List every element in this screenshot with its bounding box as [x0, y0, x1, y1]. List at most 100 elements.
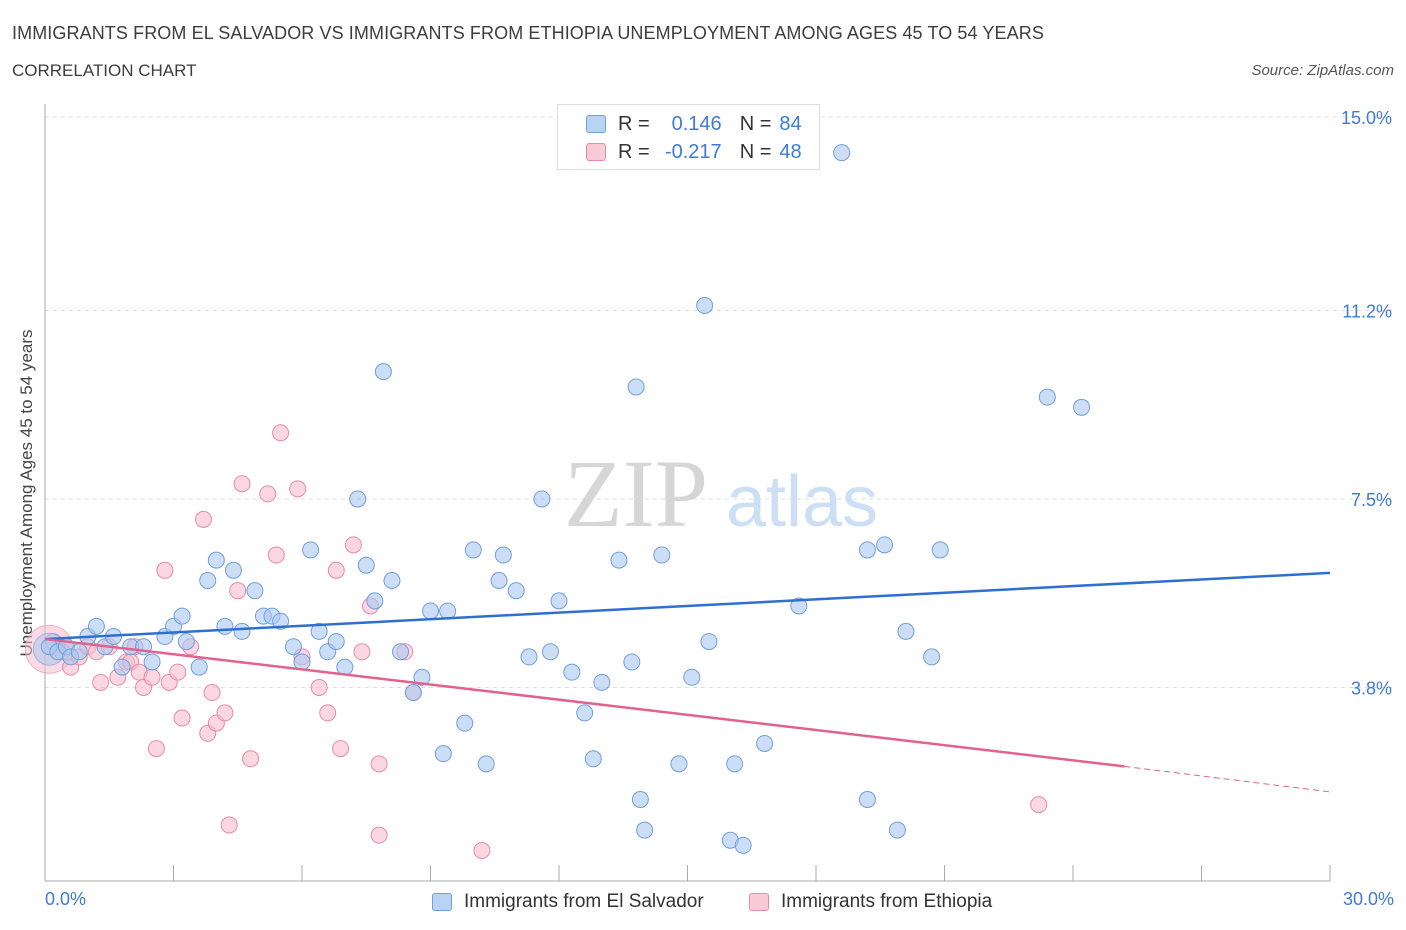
data-point-el-salvador: [563, 663, 581, 681]
data-point-el-salvador: [87, 617, 105, 635]
data-point-el-salvador: [623, 653, 641, 671]
bottom-legend-el-salvador: Immigrants from El Salvador: [432, 888, 704, 916]
trend-line-el-salvador: [44, 571, 1331, 641]
y-tick-label: 7.5%: [1351, 490, 1392, 510]
data-point-ethiopia: [220, 816, 238, 834]
data-point-el-salvador: [177, 633, 195, 651]
legend-r-label: R =: [618, 140, 650, 163]
data-point-ethiopia: [143, 668, 161, 686]
data-point-el-salvador: [507, 582, 525, 600]
data-point-el-salvador: [284, 638, 302, 656]
data-point-el-salvador: [272, 612, 290, 630]
watermark-atlas: atlas: [726, 462, 878, 542]
data-point-ethiopia: [1030, 796, 1048, 814]
data-point-el-salvador: [404, 684, 422, 702]
data-point-el-salvador: [790, 597, 808, 615]
data-point-el-salvador: [477, 755, 495, 773]
data-point-ethiopia: [229, 582, 247, 600]
bottom-legend-swatch-pink: [749, 893, 769, 911]
data-point-el-salvador: [858, 541, 876, 559]
legend-n-value: 48: [779, 140, 802, 163]
data-point-el-salvador: [310, 622, 328, 640]
data-point-el-salvador: [683, 668, 701, 686]
data-point-el-salvador: [224, 561, 242, 579]
data-point-ethiopia: [92, 673, 110, 691]
data-point-el-salvador: [383, 571, 401, 589]
data-point-ethiopia: [310, 678, 328, 696]
data-point-el-salvador: [631, 791, 649, 809]
correlation-legend: R = 0.146 N = 84 R = -0.217 N = 48: [557, 104, 820, 170]
watermark: ZIP atlas: [564, 440, 878, 547]
data-point-el-salvador: [70, 643, 88, 661]
data-point-ethiopia: [473, 841, 491, 859]
data-point-ethiopia: [327, 561, 345, 579]
data-point-el-salvador: [143, 653, 161, 671]
data-point-el-salvador: [734, 836, 752, 854]
bottom-legend-label: Immigrants from El Salvador: [464, 891, 704, 912]
data-point-ethiopia: [242, 750, 260, 768]
legend-row-ethiopia: R = -0.217 N = 48: [586, 139, 802, 165]
data-point-el-salvador: [653, 546, 671, 564]
data-point-ethiopia: [233, 475, 251, 493]
data-point-el-salvador: [1038, 388, 1056, 406]
data-point-el-salvador: [357, 556, 375, 574]
x-tick-label-max: 30.0%: [1342, 889, 1394, 909]
data-point-ethiopia: [319, 704, 337, 722]
source-label: Source: ZipAtlas.com: [1251, 62, 1394, 79]
y-tick-label: 3.8%: [1351, 678, 1392, 698]
data-point-el-salvador: [610, 551, 628, 569]
data-point-el-salvador: [897, 622, 915, 640]
data-point-el-salvador: [349, 490, 367, 508]
legend-swatch-blue: [586, 115, 606, 133]
data-point-el-salvador: [302, 541, 320, 559]
data-point-el-salvador: [931, 541, 949, 559]
data-point-ethiopia: [194, 510, 212, 528]
data-point-el-salvador: [173, 607, 191, 625]
data-point-ethiopia: [289, 480, 307, 498]
data-point-el-salvador: [374, 363, 392, 381]
data-point-el-salvador: [550, 592, 568, 610]
data-point-el-salvador: [233, 622, 251, 640]
data-point-ethiopia: [332, 740, 350, 758]
axes: [44, 104, 1331, 882]
data-point-el-salvador: [199, 571, 217, 589]
trend-line-ethiopia: [44, 637, 1125, 768]
data-point-el-salvador: [1073, 398, 1091, 416]
data-point-el-salvador: [923, 648, 941, 666]
data-point-el-salvador: [207, 551, 225, 569]
data-point-ethiopia: [169, 663, 187, 681]
data-point-el-salvador: [576, 704, 594, 722]
data-point-el-salvador: [520, 648, 538, 666]
tick-labels: 3.8% 7.5% 11.2% 15.0%: [1341, 108, 1392, 698]
legend-n-label: N =: [739, 140, 772, 163]
legend-r-label: R =: [618, 112, 650, 135]
data-point-el-salvador: [756, 734, 774, 752]
data-point-el-salvador: [833, 144, 851, 162]
data-point-el-salvador: [627, 378, 645, 396]
legend-r-value: -0.217: [664, 140, 722, 163]
data-point-ethiopia: [203, 684, 221, 702]
data-point-el-salvador: [327, 633, 345, 651]
data-point-el-salvador: [858, 791, 876, 809]
grid-lines: [45, 116, 1392, 688]
bottom-legend-label: Immigrants from Ethiopia: [781, 891, 993, 912]
data-point-ethiopia: [353, 643, 371, 661]
data-point-el-salvador: [700, 633, 718, 651]
data-point-el-salvador: [696, 296, 714, 314]
x-tick-label-min: 0.0%: [45, 889, 87, 909]
data-point-el-salvador: [456, 714, 474, 732]
data-point-el-salvador: [876, 536, 894, 554]
trend-lines: [44, 571, 1331, 793]
bottom-legend-ethiopia: Immigrants from Ethiopia: [749, 888, 992, 916]
data-point-ethiopia: [259, 485, 277, 503]
data-point-ethiopia: [173, 709, 191, 727]
y-tick-label: 15.0%: [1341, 108, 1392, 128]
data-point-ethiopia: [370, 826, 388, 844]
data-point-el-salvador: [113, 658, 131, 676]
data-point-el-salvador: [888, 821, 906, 839]
bottom-legend-swatch-blue: [432, 893, 452, 911]
data-point-el-salvador: [413, 668, 431, 686]
legend-row-el-salvador: R = 0.146 N = 84: [586, 111, 802, 137]
data-point-el-salvador: [636, 821, 654, 839]
